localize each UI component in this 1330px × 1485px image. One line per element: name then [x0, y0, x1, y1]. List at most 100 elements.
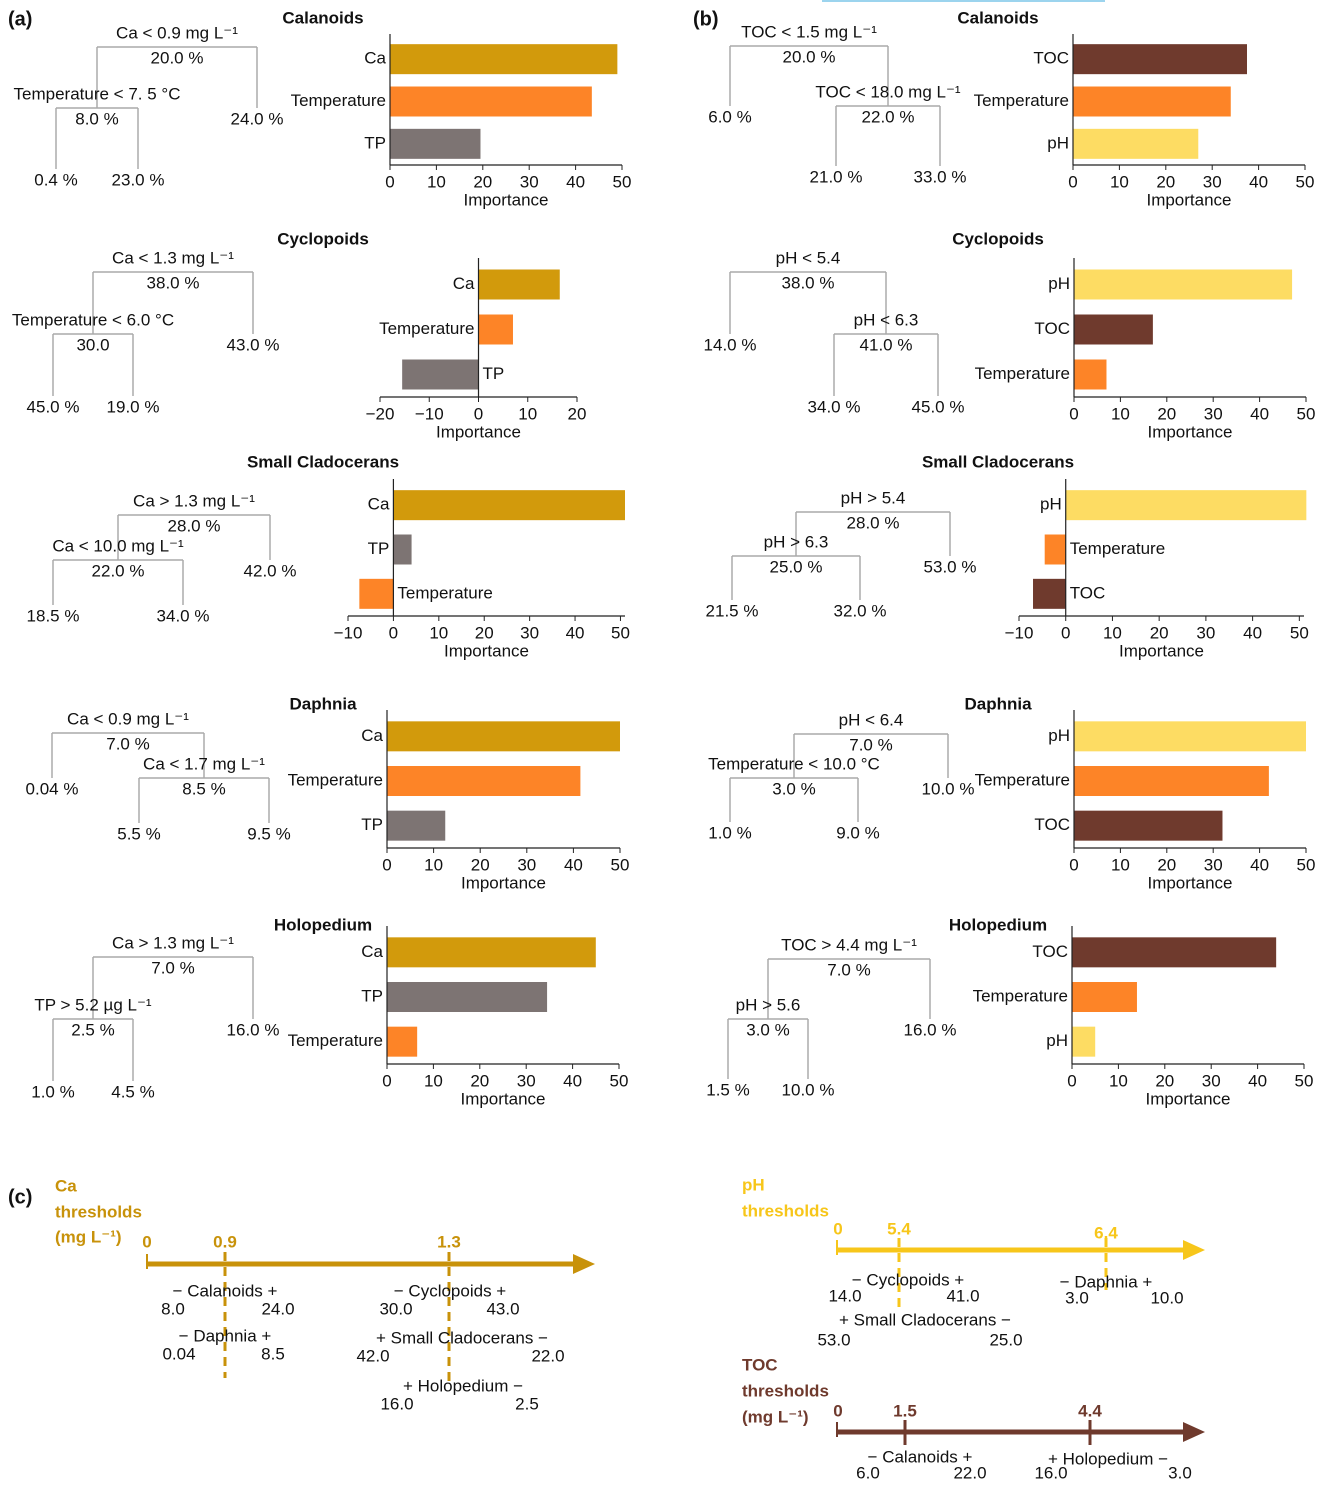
x-tick-label: 50 [1297, 404, 1316, 423]
category-label: Temperature [288, 770, 383, 789]
x-tick-label: 0 [385, 172, 394, 191]
x-tick-label: 10 [1110, 172, 1129, 191]
x-tick-label: 50 [610, 1071, 629, 1090]
panel-label: (b) [693, 8, 719, 30]
bar [387, 721, 620, 752]
bar [1074, 269, 1293, 300]
category-label: pH [1040, 495, 1062, 514]
node-value: 7.0 % [106, 734, 149, 753]
x-tick-label: 30 [520, 623, 539, 642]
node-value: 41.0 % [860, 335, 913, 354]
group-left-value: 14.0 [828, 1286, 861, 1305]
node-value: 8.0 % [75, 109, 118, 128]
x-tick-label: 30 [1196, 623, 1215, 642]
node-value: 8.5 % [182, 779, 225, 798]
x-tick-label: 10 [518, 404, 537, 423]
threshold-title: thresholds [742, 1381, 829, 1400]
bar [1074, 766, 1269, 796]
group-left-value: 16.0 [380, 1394, 413, 1413]
threshold-title: (mg L⁻¹) [55, 1227, 122, 1246]
x-tick-label: 10 [1111, 404, 1130, 423]
category-label: TOC [1034, 815, 1070, 834]
node-value: 7.0 % [827, 960, 870, 979]
chart-title: Daphnia [289, 694, 357, 713]
threshold-tick-label: 4.4 [1078, 1401, 1102, 1420]
bar [402, 359, 479, 390]
category-label: TP [364, 133, 386, 152]
category-label: Temperature [397, 583, 492, 602]
split-rule: pH < 5.4 [776, 248, 841, 267]
x-tick-label: 50 [611, 623, 630, 642]
group-left-value: 16.0 [1034, 1463, 1067, 1482]
group-left-value: 42.0 [356, 1346, 389, 1365]
x-tick-label: 0 [1069, 404, 1078, 423]
x-axis-label: Importance [444, 641, 529, 660]
chart-title: Small Cladocerans [922, 452, 1074, 471]
leaf-value: 43.0 % [227, 335, 280, 354]
bar [1072, 937, 1277, 968]
split-rule: TOC > 4.4 mg L⁻¹ [781, 935, 917, 954]
bar [387, 937, 596, 968]
x-tick-label: 20 [568, 404, 587, 423]
threshold-tick-label: 0.9 [213, 1232, 237, 1251]
node-value: 38.0 % [782, 273, 835, 292]
leaf-value: 19.0 % [107, 397, 160, 416]
x-tick-label: 20 [1156, 172, 1175, 191]
category-label: Temperature [1070, 539, 1165, 558]
leaf-value: 9.0 % [836, 823, 879, 842]
group-right-value: 10.0 [1150, 1288, 1183, 1307]
group-left-value: 0.04 [162, 1344, 195, 1363]
bar [1074, 359, 1107, 390]
leaf-value: 0.4 % [34, 170, 77, 189]
x-axis-label: Importance [461, 873, 546, 892]
split-rule: Ca < 0.9 mg L⁻¹ [116, 23, 238, 42]
x-axis-label: Importance [463, 190, 548, 209]
threshold-tick-label: 0 [142, 1232, 151, 1251]
split-rule: TOC < 1.5 mg L⁻¹ [741, 22, 877, 41]
panel-label: (c) [8, 1186, 32, 1208]
x-tick-label: −10 [1005, 623, 1034, 642]
arrow-head [573, 1254, 595, 1274]
group-left-value: 30.0 [379, 1299, 412, 1318]
x-tick-label: −10 [415, 404, 444, 423]
split-rule: pH > 5.6 [736, 995, 801, 1014]
leaf-value: 1.5 % [706, 1080, 749, 1099]
leaf-value: 34.0 % [157, 606, 210, 625]
x-tick-label: 40 [1248, 1071, 1267, 1090]
bar [1074, 314, 1153, 345]
split-rule: Temperature < 10.0 °C [708, 754, 880, 773]
threshold-title: thresholds [55, 1202, 142, 1221]
category-label: Temperature [973, 986, 1068, 1005]
leaf-value: 45.0 % [912, 397, 965, 416]
node-value: 2.5 % [71, 1020, 114, 1039]
bar [359, 578, 394, 609]
split-rule: Ca < 0.9 mg L⁻¹ [67, 709, 189, 728]
leaf-value: 4.5 % [111, 1082, 154, 1101]
category-label: Temperature [288, 1031, 383, 1050]
x-tick-label: 50 [1295, 1071, 1314, 1090]
x-tick-label: 40 [1249, 172, 1268, 191]
x-tick-label: 40 [564, 855, 583, 874]
x-tick-label: 20 [470, 1071, 489, 1090]
category-label: Ca [361, 942, 383, 961]
leaf-value: 33.0 % [914, 167, 967, 186]
leaf-value: 34.0 % [808, 397, 861, 416]
bar [478, 314, 513, 345]
x-tick-label: 20 [471, 855, 490, 874]
threshold-tick-label: 1.5 [893, 1401, 917, 1420]
group-left-value: 3.0 [1065, 1288, 1089, 1307]
category-label: TOC [1070, 583, 1106, 602]
group-right-value: 22.0 [531, 1346, 564, 1365]
threshold-tick-label: 0 [833, 1219, 842, 1238]
bar [1073, 128, 1199, 159]
x-axis-label: Importance [1147, 873, 1232, 892]
node-value: 3.0 % [746, 1020, 789, 1039]
x-tick-label: 30 [1204, 404, 1223, 423]
group-right-value: 41.0 [946, 1286, 979, 1305]
x-tick-label: 30 [517, 1071, 536, 1090]
x-axis-label: Importance [1119, 641, 1204, 660]
group-left-value: 53.0 [817, 1330, 850, 1349]
leaf-value: 14.0 % [704, 335, 757, 354]
category-label: pH [1048, 274, 1070, 293]
group-label: + Holopedium − [1048, 1449, 1168, 1468]
